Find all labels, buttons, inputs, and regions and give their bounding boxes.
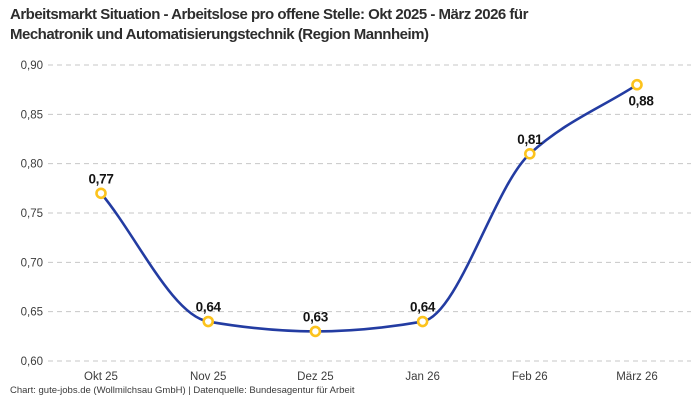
y-tick-label: 0,70 (21, 257, 43, 269)
data-point-marker (309, 325, 322, 338)
y-tick-label: 0,90 (21, 60, 43, 72)
y-tick-label: 0,75 (21, 208, 43, 220)
y-tick-label: 0,80 (21, 159, 43, 171)
x-tick-label: Jan 26 (405, 371, 440, 383)
data-point-marker (523, 148, 536, 160)
x-tick-label: März 26 (616, 371, 658, 383)
data-point-marker (416, 315, 429, 328)
x-tick-label: Okt 25 (84, 371, 118, 383)
data-point-label: 0,77 (88, 171, 113, 186)
data-point-label: 0,63 (303, 309, 329, 324)
x-tick-label: Feb 26 (512, 371, 548, 383)
data-point-label: 0,81 (517, 132, 543, 147)
chart-title-line2: Mechatronik und Automatisierungstechnik … (10, 26, 429, 43)
y-tick-label: 0,60 (21, 356, 43, 368)
chart-title: Arbeitsmarkt Situation - Arbeitslose pro… (10, 5, 692, 45)
chart-attribution: Chart: gute-jobs.de (Wollmilchsau GmbH) … (10, 385, 355, 396)
line-chart: 0,90 0,85 0,80 0,75 0,70 0,65 0,60 Okt 25 Nov 25… (21, 60, 691, 383)
chart-title-line1: Arbeitsmarkt Situation - Arbeitslose pro… (10, 6, 528, 23)
data-point-label: 0,64 (196, 300, 222, 315)
y-tick-label: 0,65 (21, 307, 43, 319)
data-point-marker (202, 315, 214, 328)
x-tick-label: Dez 25 (297, 371, 333, 383)
data-point-marker (95, 187, 107, 200)
x-tick-label: Nov 25 (190, 371, 226, 383)
data-point-marker (631, 78, 643, 91)
data-point-label: 0,88 (628, 94, 654, 109)
y-tick-label: 0,85 (21, 109, 43, 121)
trend-line (99, 83, 639, 333)
data-point-label: 0,64 (410, 300, 436, 315)
